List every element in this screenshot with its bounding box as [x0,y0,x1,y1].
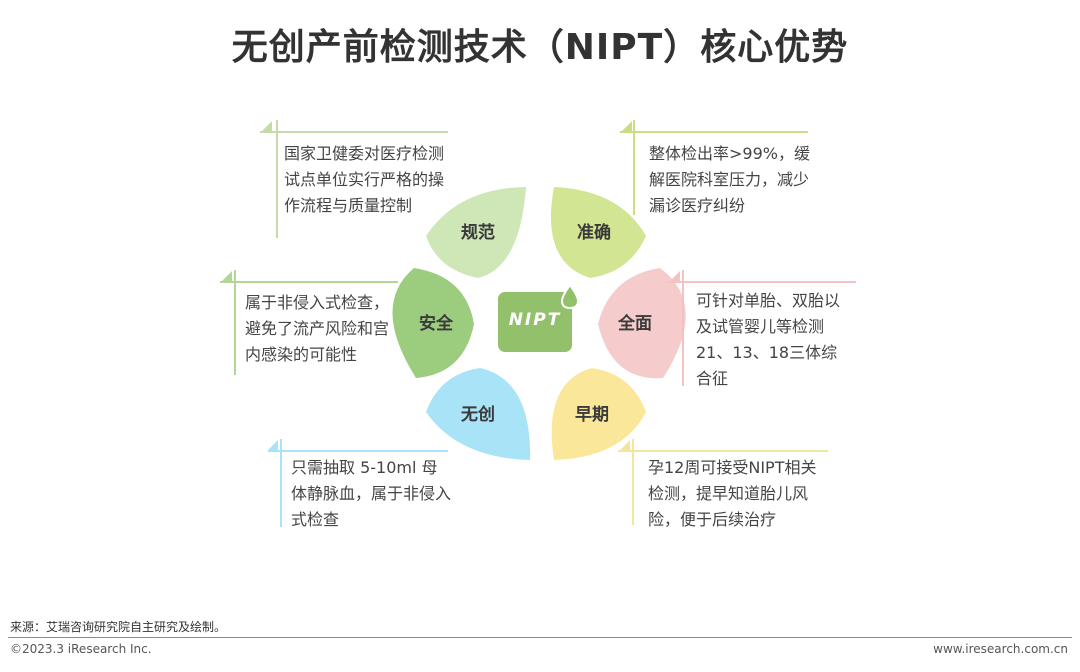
nipt-center-box: NIPT [498,292,572,352]
petal-label-zhunque: 准确 [577,223,611,243]
footer-divider [8,637,1072,638]
callout-zhunque-text: 整体检出率>99%，缓解医院科室压力，减少漏诊医疗纠纷 [649,144,810,215]
copyright-text: ©2023.3 iResearch Inc. [10,642,152,656]
callout-anquan-text: 属于非侵入式检查，避免了流产风险和宫内感染的可能性 [245,293,390,364]
page-title: 无创产前检测技术（NIPT）核心优势 [231,27,849,68]
callout-zaoqi-text: 孕12周可接受NIPT相关检测，提早知道胎儿风险，便于后续治疗 [648,458,817,529]
petal-quanmian-shape [598,268,686,379]
petal-guifan-shape [426,187,526,278]
nipt-center-label: NIPT [508,310,562,330]
petal-label-quanmian: 全面 [618,314,652,334]
petal-label-wuchuang: 无创 [461,405,495,425]
petal-label-anquan: 安全 [419,314,453,334]
petal-label-zaoqi: 早期 [575,405,609,425]
callout-guifan-text: 国家卫健委对医疗检测试点单位实行严格的操作流程与质量控制 [284,144,445,215]
petal-anquan-shape [392,268,474,378]
petal-wuchuang-shape [426,368,531,460]
callout-quanmian-text: 可针对单胎、双胎以及试管婴儿等检测21、13、18三体综合征 [696,291,841,388]
petal-label-guifan: 规范 [461,223,495,243]
droplet-icon [560,284,580,310]
petal-zaoqi-shape [551,368,646,460]
source-note: 来源：艾瑞咨询研究院自主研究及绘制。 [10,620,227,634]
petal-zhunque-shape [550,187,646,278]
callout-wuchuang-text: 只需抽取 5-10ml 母体静脉血，属于非侵入式检查 [291,458,452,529]
website-link[interactable]: www.iresearch.com.cn [933,642,1068,656]
